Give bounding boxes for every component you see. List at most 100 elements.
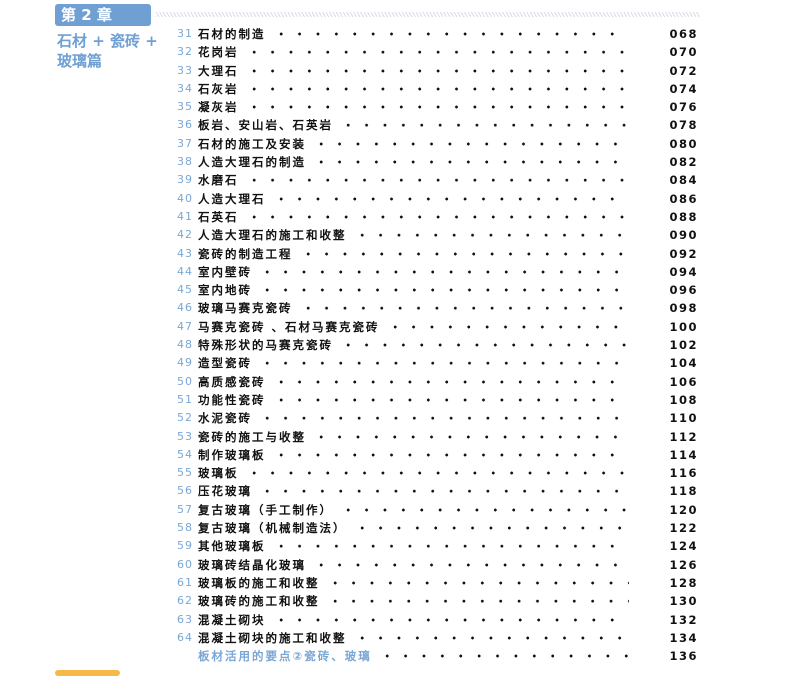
toc-entry[interactable]: 64 混凝土砌块的施工和收整 134 [172,628,698,648]
entry-number: 64 [177,630,193,644]
entry-number: 36 [177,118,193,132]
toc-entry[interactable]: 47 马赛克瓷砖 、石材马赛克瓷砖 100 [172,317,698,337]
dot-leader [244,61,630,80]
dot-leader [258,409,630,428]
toc-entry[interactable]: 39 水磨石 084 [172,171,698,190]
entry-title: 水泥瓷砖 [198,411,252,426]
entry-number: 46 [177,301,193,315]
toc-entry[interactable]: 52 水泥瓷砖 110 [172,409,698,428]
entry-title: 制作玻璃板 [198,447,266,462]
dot-leader [325,592,630,611]
entry-page: 102 [669,338,698,353]
dot-leader [244,79,630,99]
toc-entry[interactable]: 41 石英石 088 [172,207,698,227]
entry-title: 人造大理石 [198,191,266,206]
dot-leader [258,281,630,300]
toc-entry[interactable]: 61 玻璃板的施工和收整 128 [172,573,698,593]
toc-entry[interactable]: 53 瓷砖的施工与收整 112 [172,427,698,446]
entry-title: 石材的施工及安装 [198,136,306,151]
entry-number: 45 [177,283,193,297]
entry-page: 098 [669,301,698,316]
entry-page: 100 [669,319,698,334]
dot-leader [258,262,630,282]
entry-page: 076 [669,100,698,115]
entry-number: 38 [177,155,193,169]
entry-number: 47 [177,319,193,333]
toc-entry[interactable]: 48 特殊形状的马赛克瓷砖 102 [172,336,698,355]
entry-page: 120 [669,502,698,517]
dot-leader [352,628,630,648]
toc-entry[interactable]: 36 板岩、安山岩、石英岩 078 [172,116,698,135]
dot-leader [271,390,630,410]
entry-page: 092 [669,246,698,261]
toc-entry[interactable]: 55 玻璃板 116 [172,464,698,483]
dot-leader [244,43,630,62]
entry-number: 31 [177,27,193,40]
entry-number: 54 [177,447,193,461]
dot-leader [312,427,630,446]
toc-entry[interactable]: 34 石灰岩 074 [172,79,698,99]
entry-page: 112 [669,429,698,444]
toc-entry[interactable]: 31 石材的制造 068 [172,25,698,44]
entry-title: 功能性瓷砖 [198,392,266,407]
entry-page: 080 [669,136,698,151]
toc-entry[interactable]: 63 混凝土砌块 132 [172,610,698,629]
toc-entry[interactable]: 56 压花玻璃 118 [172,482,698,501]
toc-entry[interactable]: 43 瓷砖的制造工程 092 [172,244,698,263]
entry-title: 玻璃板 [198,466,239,481]
entry-page: 124 [669,539,698,554]
dot-leader [325,573,630,593]
dot-leader [271,610,630,629]
entry-title: 石材的制造 [198,27,266,41]
entry-title: 复古玻璃（手工制作） [198,502,333,517]
dot-leader [244,98,630,117]
toc-entry[interactable]: 45 室内地砖 096 [172,281,698,300]
toc-entry[interactable]: 62 玻璃砖的施工和收整 130 [172,592,698,611]
entry-page: 122 [669,521,698,536]
toc-entry[interactable]: 33 大理石 072 [172,61,698,80]
entry-number: 32 [177,45,193,59]
toc-entry[interactable]: 35 凝灰岩 076 [172,98,698,117]
toc-entry[interactable]: 40 人造大理石 086 [172,189,698,208]
toc-entry[interactable]: 38 人造大理石的制造 082 [172,153,698,172]
entry-number: 33 [177,63,193,77]
toc-entry[interactable]: 50 高质感瓷砖 106 [172,372,698,391]
entry-page: 130 [669,594,698,609]
toc-entry[interactable]: 49 造型瓷砖 104 [172,354,698,373]
entry-page: 116 [669,466,698,481]
entry-title: 马赛克瓷砖 、石材马赛克瓷砖 [198,319,380,334]
toc-entry[interactable]: 51 功能性瓷砖 108 [172,390,698,410]
toc-entry[interactable]: 44 室内壁砖 094 [172,262,698,282]
dot-leader [377,647,630,666]
toc-entry[interactable]: 42 人造大理石的施工和收整 090 [172,226,698,245]
entry-title: 石灰岩 [198,81,239,96]
entry-page: 088 [669,209,698,224]
entry-title: 人造大理石的制造 [198,155,306,170]
dot-leader [271,25,630,44]
toc-entry[interactable]: 59 其他玻璃板 124 [172,537,698,556]
dot-leader [352,519,630,538]
entry-number: 37 [177,136,193,150]
entry-number: 50 [177,374,193,388]
toc-entry[interactable]: 板材活用的要点②瓷砖、玻璃 136 [172,647,698,666]
toc-entry[interactable]: 60 玻璃砖结晶化玻璃 126 [172,555,698,574]
entry-page: 110 [669,411,698,426]
toc-entry[interactable]: 58 复古玻璃（机械制造法） 122 [172,519,698,538]
entry-page: 118 [669,484,698,499]
toc-entry[interactable]: 57 复古玻璃（手工制作） 120 [172,500,698,520]
entry-page: 114 [669,447,698,462]
entry-page: 108 [669,392,698,407]
entry-title: 玻璃砖的施工和收整 [198,594,320,609]
entry-number: 40 [177,191,193,205]
entry-number: 55 [177,466,193,480]
toc-entry[interactable]: 32 花岗岩 070 [172,43,698,62]
entry-page: 084 [669,173,698,188]
entry-number: 53 [177,429,193,443]
entry-title: 混凝土砌块的施工和收整 [198,630,347,645]
toc-entry[interactable]: 54 制作玻璃板 114 [172,445,698,465]
chapter-label: 第 2 章 [55,4,151,26]
dot-leader [385,317,630,337]
toc-entry[interactable]: 46 玻璃马赛克瓷砖 098 [172,299,698,318]
toc-entry[interactable]: 37 石材的施工及安装 080 [172,134,698,154]
dot-leader [244,207,630,227]
